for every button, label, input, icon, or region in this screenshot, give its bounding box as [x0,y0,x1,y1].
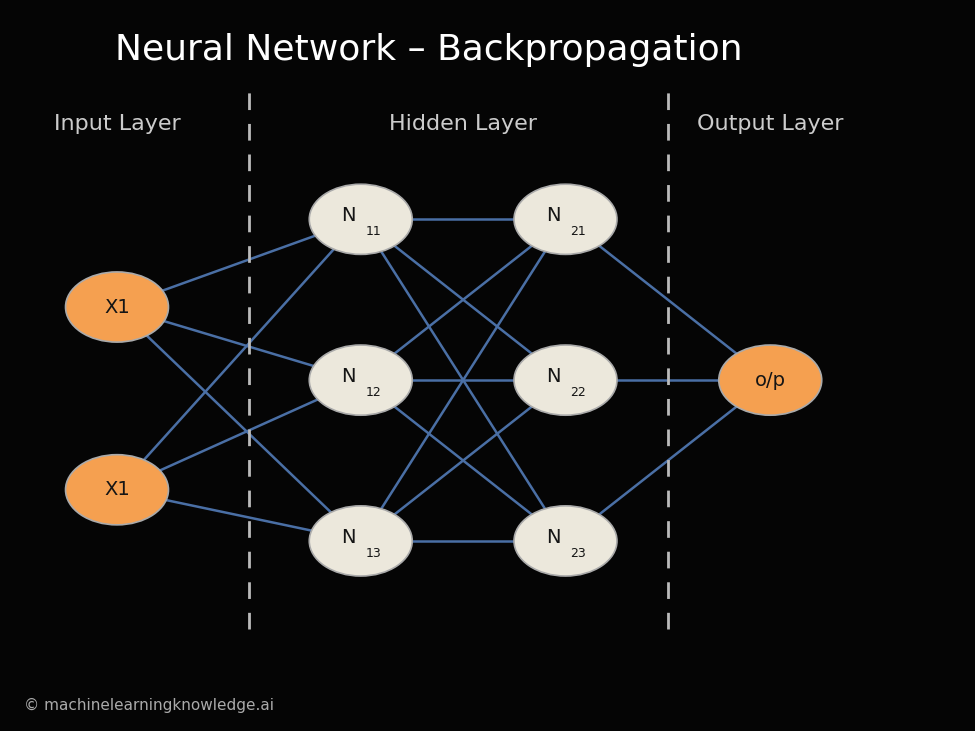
Text: Neural Network – Backpropagation: Neural Network – Backpropagation [115,33,743,67]
Text: X1: X1 [104,480,130,499]
Text: N: N [341,367,356,386]
Text: N: N [546,206,561,225]
Text: N: N [341,206,356,225]
Ellipse shape [514,184,617,254]
Ellipse shape [309,184,412,254]
Text: Hidden Layer: Hidden Layer [389,114,537,135]
Text: 22: 22 [570,386,586,399]
Text: N: N [546,528,561,547]
Ellipse shape [309,506,412,576]
Text: Input Layer: Input Layer [54,114,180,135]
Ellipse shape [65,272,169,342]
Text: 11: 11 [366,225,381,238]
Text: N: N [341,528,356,547]
Ellipse shape [514,345,617,415]
Ellipse shape [719,345,822,415]
Ellipse shape [514,506,617,576]
Text: o/p: o/p [755,371,786,390]
Ellipse shape [309,345,412,415]
Ellipse shape [65,455,169,525]
Text: 13: 13 [366,547,381,560]
Text: N: N [546,367,561,386]
Text: X1: X1 [104,298,130,317]
Text: 23: 23 [570,547,586,560]
Text: 21: 21 [570,225,586,238]
Text: Output Layer: Output Layer [697,114,843,135]
Text: 12: 12 [366,386,381,399]
Text: © machinelearningknowledge.ai: © machinelearningknowledge.ai [24,697,274,713]
